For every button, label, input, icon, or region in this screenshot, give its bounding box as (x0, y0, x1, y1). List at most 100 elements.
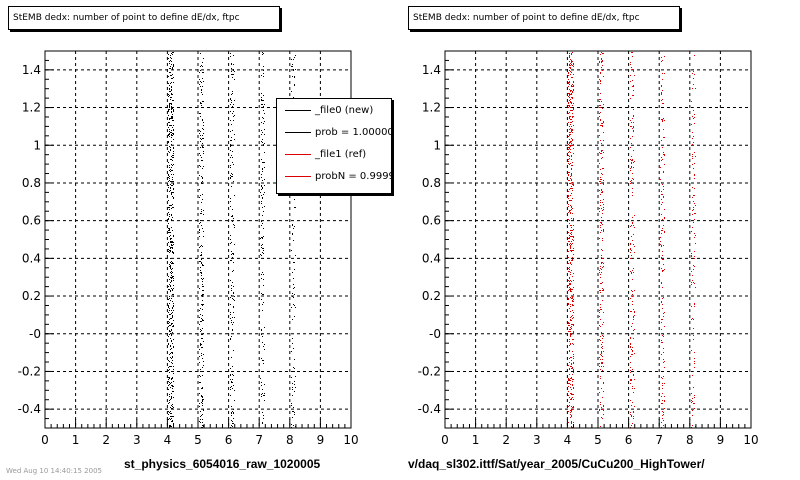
left-point (233, 307, 234, 308)
left-point (169, 129, 170, 130)
left-point (233, 409, 234, 410)
right-point (570, 122, 571, 123)
left-point (171, 382, 172, 383)
right-point (571, 366, 572, 367)
left-point (173, 134, 174, 135)
left-point (199, 382, 200, 383)
right-point (600, 80, 601, 81)
left-point (172, 421, 173, 422)
left-point (173, 174, 174, 175)
right-point (571, 377, 572, 378)
left-point (173, 397, 174, 398)
left-point (200, 53, 201, 54)
right-point (603, 414, 604, 415)
right-point (633, 244, 634, 245)
left-point (168, 115, 169, 116)
right-point (571, 316, 572, 317)
left-point (169, 230, 170, 231)
left-point (263, 76, 264, 77)
right-point (570, 387, 571, 388)
left-point (173, 296, 174, 297)
left-point (231, 68, 232, 69)
left-point (291, 250, 292, 251)
right-point (631, 167, 632, 168)
left-point (171, 393, 172, 394)
right-point (630, 126, 631, 127)
right-point (572, 298, 573, 299)
left-point (262, 52, 263, 53)
left-point (173, 381, 174, 382)
right-point (570, 317, 571, 318)
left-point (169, 325, 170, 326)
left-point (203, 129, 204, 130)
right-point (630, 147, 631, 148)
right-point (692, 164, 693, 165)
right-point (570, 110, 571, 111)
left-point (172, 276, 173, 277)
left-point (230, 318, 231, 319)
right-point (664, 209, 665, 210)
right-point (664, 120, 665, 121)
right-point (569, 148, 570, 149)
left-point (171, 378, 172, 379)
left-point (233, 224, 234, 225)
right-point (599, 270, 600, 271)
left-point (170, 55, 171, 56)
left-point (234, 134, 235, 135)
right-point (661, 329, 662, 330)
right-point (630, 181, 631, 182)
left-point (170, 239, 171, 240)
right-point (663, 197, 664, 198)
right-point (692, 88, 693, 89)
right-point (603, 289, 604, 290)
right-point (630, 248, 631, 249)
left-point (261, 334, 262, 335)
left-point (170, 60, 171, 61)
right-point (661, 283, 662, 284)
left-point (169, 191, 170, 192)
left-point (171, 130, 172, 131)
right-point (571, 206, 572, 207)
left-point (201, 415, 202, 416)
right-point (694, 256, 695, 257)
left-point (172, 217, 173, 218)
right-point (573, 280, 574, 281)
left-point (203, 341, 204, 342)
left-point (172, 245, 173, 246)
left-point (168, 251, 169, 252)
left-point (171, 117, 172, 118)
right-point (663, 259, 664, 260)
right-point (633, 412, 634, 413)
left-point (203, 399, 204, 400)
left-point (261, 189, 262, 190)
left-point (171, 170, 172, 171)
right-point (633, 71, 634, 72)
right-point (572, 305, 573, 306)
right-point (570, 334, 571, 335)
left-point (201, 82, 202, 83)
left-point (202, 304, 203, 305)
right-point (601, 352, 602, 353)
right-point (568, 198, 569, 199)
left-point (168, 96, 169, 97)
left-point (169, 298, 170, 299)
left-point (231, 357, 232, 358)
right-point (633, 109, 634, 110)
left-point (171, 87, 172, 88)
right-point (632, 128, 633, 129)
left-point (171, 242, 172, 243)
right-point (568, 122, 569, 123)
left-point (262, 423, 263, 424)
right-point (573, 372, 574, 373)
left-point (203, 294, 204, 295)
left-point (171, 358, 172, 359)
left-point (171, 288, 172, 289)
right-point (662, 194, 663, 195)
left-point (261, 97, 262, 98)
right-point (600, 227, 601, 228)
left-x-tick-label-10: 10 (343, 433, 358, 447)
left-point (169, 167, 170, 168)
left-point (200, 343, 201, 344)
left-point (168, 336, 169, 337)
right-point (568, 72, 569, 73)
